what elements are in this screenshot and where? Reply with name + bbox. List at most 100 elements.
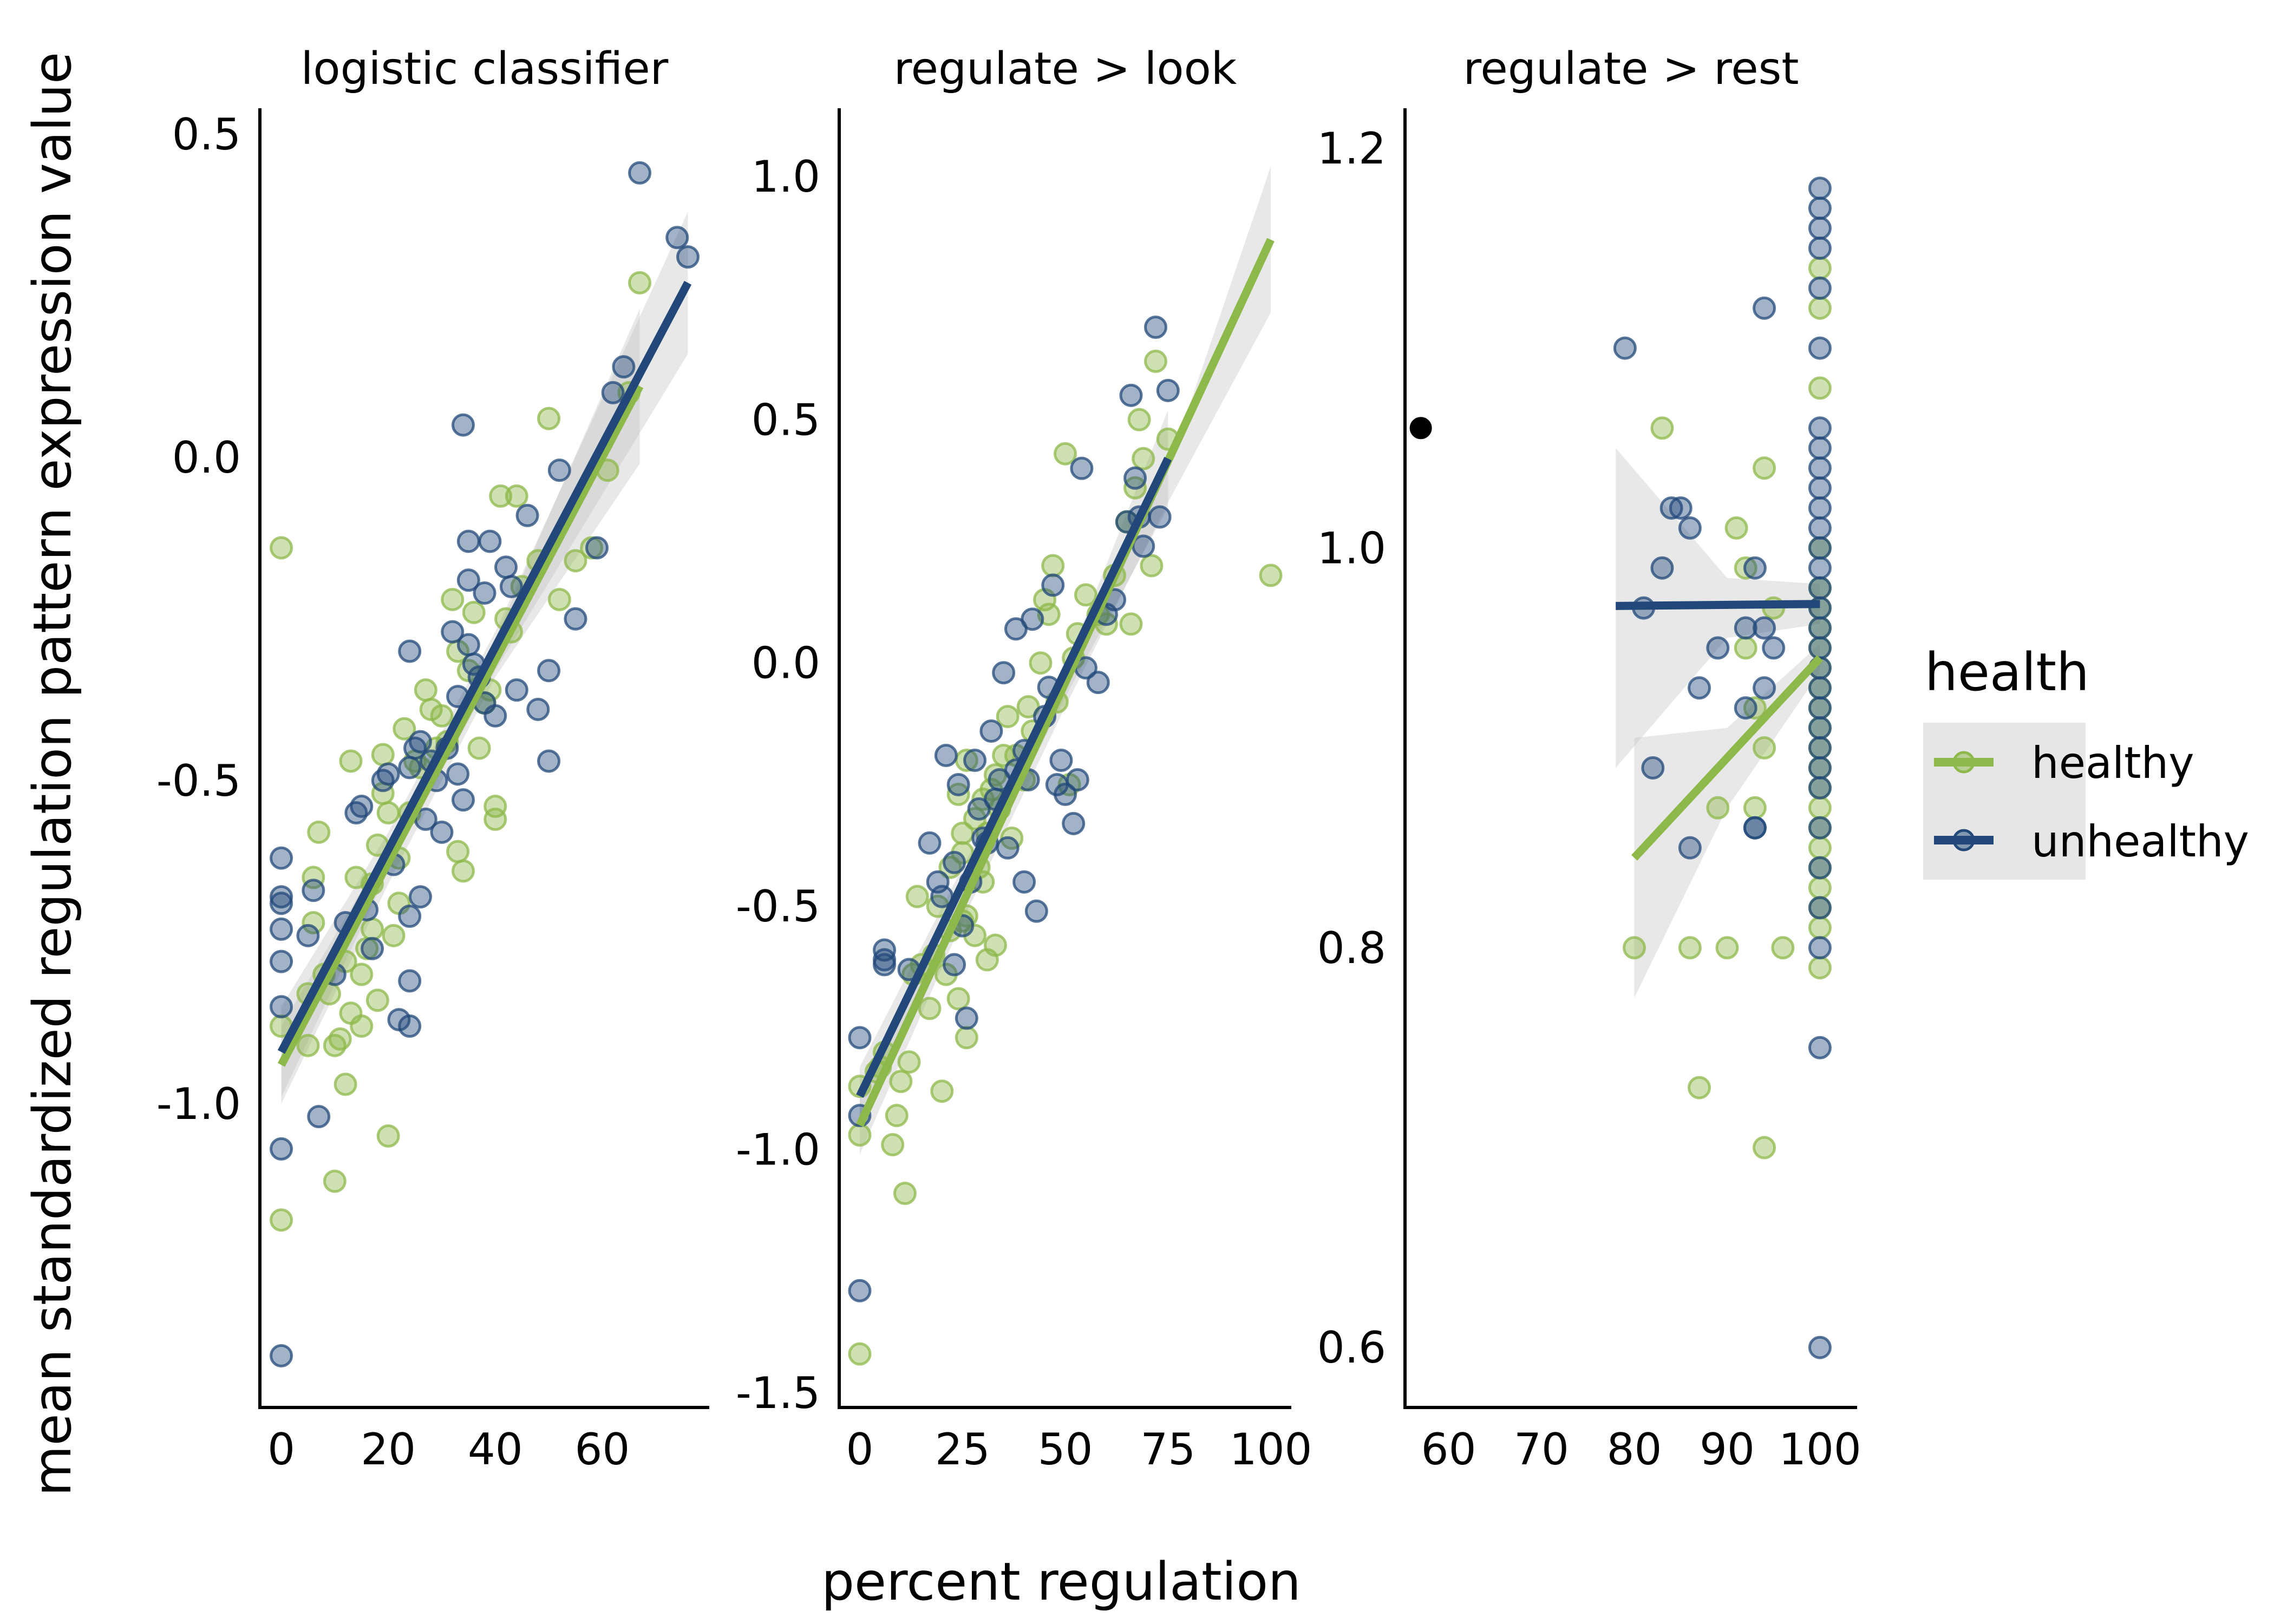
data-point-healthy: [1029, 651, 1053, 675]
data-point-unhealthy: [1144, 315, 1167, 339]
data-point-healthy: [1132, 447, 1155, 470]
fit-line-unhealthy: [1616, 600, 1820, 610]
data-point-unhealthy: [1743, 556, 1767, 580]
data-point-unhealthy: [1049, 748, 1073, 772]
data-point-healthy: [1753, 1136, 1776, 1160]
data-point-healthy: [1771, 936, 1795, 960]
data-point-unhealthy: [398, 905, 422, 928]
data-point-unhealthy: [1808, 736, 1832, 760]
data-point-healthy: [1140, 554, 1164, 578]
data-point-unhealthy: [1808, 336, 1832, 360]
data-point-healthy: [350, 962, 374, 986]
data-point-unhealthy: [1119, 383, 1143, 407]
data-point-unhealthy: [446, 762, 470, 786]
data-point-healthy: [328, 1027, 352, 1051]
data-point-healthy: [376, 801, 400, 824]
fit-line-healthy: [277, 384, 644, 1067]
data-point-unhealthy: [1706, 636, 1730, 660]
data-point-unhealthy: [601, 381, 625, 404]
y-tick-label: 1.0: [1317, 523, 1386, 573]
y-tick-label: 1.2: [1317, 123, 1386, 174]
x-tick-label: 90: [1700, 1424, 1755, 1475]
x-tick-label: 0: [267, 1424, 295, 1475]
data-point-unhealthy: [1678, 836, 1702, 860]
data-point-unhealthy: [1808, 676, 1832, 700]
data-point-healthy: [1127, 408, 1151, 431]
data-point-unhealthy: [1021, 607, 1044, 631]
data-point-unhealthy: [934, 744, 958, 768]
data-point-healthy: [334, 1072, 357, 1096]
y-tick-label: -0.5: [736, 881, 820, 932]
data-point-healthy: [371, 743, 395, 767]
data-point-unhealthy: [456, 568, 480, 592]
data-point-unhealthy: [270, 1137, 293, 1161]
data-point-unhealthy: [946, 772, 970, 796]
data-point-healthy: [446, 840, 470, 863]
data-point-unhealthy: [456, 529, 480, 553]
data-point-healthy: [1678, 936, 1702, 960]
y-tick-label: 0.5: [752, 395, 820, 445]
x-tick-label: 40: [468, 1424, 523, 1475]
data-point-unhealthy: [1808, 536, 1832, 560]
data-point-healthy: [1724, 516, 1748, 540]
data-point-healthy: [1715, 936, 1739, 960]
y-tick-label: 0.5: [172, 109, 241, 160]
data-point-unhealthy: [270, 995, 293, 1019]
y-tick-label: -0.5: [156, 756, 241, 806]
data-point-healthy: [848, 1123, 872, 1147]
x-tick-label: 100: [1779, 1424, 1861, 1475]
data-point-healthy: [955, 1026, 978, 1050]
data-point-unhealthy: [1012, 870, 1036, 894]
data-point-unhealthy: [1808, 616, 1832, 640]
data-point-unhealthy: [526, 697, 550, 721]
data-point-healthy: [1144, 349, 1167, 373]
data-point-healthy: [946, 987, 970, 1011]
data-point-unhealthy: [451, 788, 475, 812]
data-point-healthy: [1808, 876, 1832, 900]
data-point-unhealthy: [430, 820, 454, 844]
data-point-unhealthy: [1650, 556, 1674, 580]
data-point-unhealthy: [296, 924, 320, 947]
data-point-unhealthy: [1808, 436, 1832, 460]
data-point-unhealthy: [1808, 936, 1832, 960]
data-point-healthy: [889, 1070, 913, 1093]
data-point-unhealthy: [943, 850, 966, 874]
fit-line-unhealthy: [277, 280, 692, 1054]
data-point-unhealthy: [1678, 516, 1702, 540]
data-point-healthy: [489, 484, 513, 508]
data-point-unhealthy: [1808, 816, 1832, 840]
data-point-healthy: [564, 549, 587, 573]
data-point-unhealthy: [1132, 534, 1155, 558]
data-point-unhealthy: [1753, 616, 1776, 640]
data-point-unhealthy: [612, 355, 636, 379]
data-point-unhealthy: [996, 836, 1020, 860]
data-point-healthy: [430, 704, 454, 728]
data-point-healthy: [1074, 583, 1097, 607]
data-point-healthy: [848, 1342, 872, 1366]
data-point-unhealthy: [1808, 716, 1832, 740]
data-point-unhealthy: [398, 639, 422, 663]
data-point-unhealthy: [1808, 1036, 1832, 1059]
legend: health healthy unhealthy: [1923, 642, 2249, 880]
data-point-unhealthy: [451, 413, 475, 437]
data-point-healthy: [483, 807, 507, 831]
data-point-unhealthy: [665, 226, 689, 250]
data-point-healthy: [1650, 416, 1674, 440]
data-point-unhealthy: [848, 1026, 872, 1050]
data-point-healthy: [1753, 736, 1776, 760]
data-point-unhealthy: [270, 846, 293, 870]
data-point-unhealthy: [1808, 696, 1832, 720]
data-point-healthy: [1808, 376, 1832, 400]
data-point-unhealthy: [676, 245, 700, 269]
data-point-healthy: [1688, 1076, 1711, 1099]
data-point-unhealthy: [1808, 556, 1832, 580]
data-point-healthy: [462, 600, 486, 624]
data-point-healthy: [307, 820, 331, 844]
x-tick-label: 50: [1038, 1424, 1093, 1475]
data-point-healthy: [302, 911, 325, 934]
data-point-unhealthy: [456, 633, 480, 657]
data-point-healthy: [1706, 796, 1730, 820]
data-point-healthy: [1808, 916, 1832, 940]
data-point-healthy: [393, 717, 416, 741]
data-point-unhealthy: [376, 762, 400, 786]
